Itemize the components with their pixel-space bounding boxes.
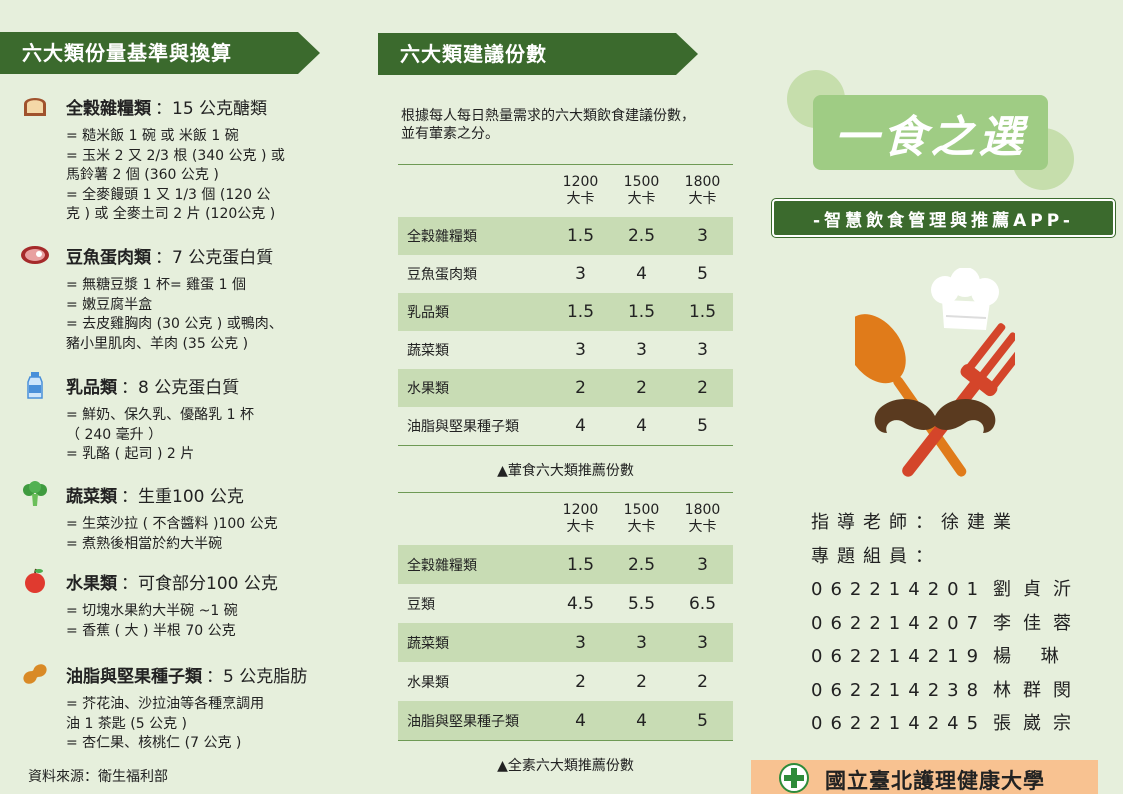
section-banner-portions: 六大類份量基準與換算 bbox=[0, 32, 320, 74]
bread-icon bbox=[20, 93, 50, 119]
category-line: （ 240 毫升 ） bbox=[66, 426, 163, 443]
category-line: = 無糖豆漿 1 杯= 雞蛋 1 個 bbox=[66, 277, 246, 293]
category-dairy: 乳品類 ：8 公克蛋白質 = 鮮奶、保久乳、優酪乳 1 杯 （ 240 毫升 ）… bbox=[20, 372, 360, 465]
section-banner-servings: 六大類建議份數 bbox=[378, 33, 698, 75]
category-line: 豬小里肌肉、羊肉 (35 公克 ) bbox=[66, 335, 249, 352]
intro-line: 並有葷素之分。 bbox=[401, 126, 499, 142]
table-row: 乳品類 1.5 1.5 1.5 bbox=[398, 293, 733, 331]
category-value: ：可食部分100 公克 bbox=[121, 573, 278, 594]
category-value: ：生重100 公克 bbox=[121, 486, 244, 507]
category-line: = 香蕉 ( 大 ) 半根 70 公克 bbox=[66, 622, 236, 639]
member-row: 062214219 楊 琳 bbox=[811, 646, 1071, 667]
steak-icon bbox=[20, 242, 50, 268]
logo-text: 一食之選 bbox=[834, 111, 1027, 163]
table-caption-omnivore: ▲葷食六大類推薦份數 bbox=[497, 463, 634, 479]
table-row: 豆類 4.5 5.5 6.5 bbox=[407, 593, 717, 614]
category-line: = 乳酪 ( 起司 ) 2 片 bbox=[66, 446, 195, 462]
category-value: ：8 公克蛋白質 bbox=[121, 377, 240, 398]
category-line: = 煮熟後相當於約大半碗 bbox=[66, 535, 223, 552]
category-value: ：5 公克脂肪 bbox=[206, 666, 308, 687]
category-line: = 生菜沙拉 ( 不含醬料 )100 公克 bbox=[66, 516, 278, 532]
category-line: 克 ) 或 全麥土司 2 片 (120公克 ) bbox=[66, 206, 276, 222]
category-line: = 糙米飯 1 碗 或 米飯 1 碗 bbox=[66, 128, 239, 144]
category-name: 水果類 bbox=[66, 573, 117, 594]
table-header: 1200 大卡 1500 大卡 1800 大卡 bbox=[398, 165, 733, 217]
category-line: = 嫩豆腐半盒 bbox=[66, 296, 153, 313]
member-row: 062214207 李佳蓉 bbox=[811, 612, 1083, 634]
category-line: 馬鈴薯 2 個 (360 公克 ) bbox=[66, 167, 219, 183]
peanut-icon bbox=[20, 661, 50, 687]
university-emblem-icon bbox=[779, 763, 809, 794]
category-name: 豆魚蛋肉類 bbox=[66, 247, 151, 268]
category-protein: 豆魚蛋肉類 ：7 公克蛋白質 = 無糖豆漿 1 杯= 雞蛋 1 個 = 嫩豆腐半… bbox=[20, 242, 360, 354]
category-line: = 杏仁果、核桃仁 (7 公克 ) bbox=[66, 735, 242, 751]
apple-icon bbox=[20, 568, 50, 594]
chef-mustache-icon bbox=[844, 267, 1030, 487]
credits: 指導老師：徐建業 專題組員： 062214201 劉貞沂 062214207 李佳蓉… bbox=[811, 506, 1083, 741]
category-grains: 全穀雜糧類 ：15 公克醣類 = 糙米飯 1 碗 或 米飯 1 碗 = 玉米 2… bbox=[20, 93, 360, 225]
table-header: 1200 大卡 1500 大卡 1800 大卡 bbox=[398, 493, 733, 545]
milk-bottle-icon bbox=[20, 372, 50, 399]
category-name: 全穀雜糧類 bbox=[66, 98, 151, 119]
app-logo: 一食之選 bbox=[813, 95, 1048, 170]
category-line: = 全麥饅頭 1 又 1/3 個 (120 公 bbox=[66, 186, 271, 203]
table-row: 全穀雜糧類 1.5 2.5 3 bbox=[398, 217, 733, 255]
category-line: = 鮮奶、保久乳、優酪乳 1 杯 bbox=[66, 407, 254, 423]
member-row: 062214245 張崴宗 bbox=[811, 713, 1083, 734]
column-header: 1200 大卡 bbox=[562, 174, 599, 207]
members-label: 專題組員： bbox=[811, 545, 941, 567]
intro-line: 根據每人每日熱量需求的六大類飲食建議份數， bbox=[401, 108, 695, 124]
advisor: 指導老師：徐建業 bbox=[811, 512, 1019, 533]
category-vegetables: 蔬菜類 ：生重100 公克 = 生菜沙拉 ( 不含醬料 )100 公克 = 煮熟… bbox=[20, 481, 360, 554]
table-omnivore: 1200 大卡 1500 大卡 1800 大卡 全穀雜糧類 1.5 2.5 3 豆魚蛋肉類… bbox=[398, 164, 733, 446]
category-value: ：7 公克蛋白質 bbox=[155, 247, 274, 268]
data-source: 資料來源：衛生福利部 bbox=[28, 769, 168, 785]
column-header: 1200 大卡 bbox=[562, 502, 599, 535]
column-header: 1800 大卡 bbox=[684, 502, 721, 535]
category-line: = 芥花油、沙拉油等各種烹調用 bbox=[66, 696, 265, 712]
table-caption-vegan: ▲全素六大類推薦份數 bbox=[497, 758, 634, 774]
intro-text: 根據每人每日熱量需求的六大類飲食建議份數， 並有葷素之分。 bbox=[401, 107, 741, 143]
category-fruit: 水果類 ：可食部分100 公克 = 切塊水果約大半碗 ~1 碗 = 香蕉 ( 大… bbox=[20, 568, 360, 641]
broccoli-icon bbox=[20, 481, 50, 507]
table-row: 全穀雜糧類 1.5 2.5 3 bbox=[398, 545, 733, 584]
category-name: 蔬菜類 bbox=[66, 486, 117, 507]
member-row: 062214238 林群閔 bbox=[811, 679, 1083, 701]
column-header: 1500 大卡 bbox=[623, 502, 660, 535]
category-value: ：15 公克醣類 bbox=[155, 98, 268, 119]
member-row: 062214201 劉貞沂 bbox=[811, 579, 1083, 600]
column-header: 1800 大卡 bbox=[684, 174, 721, 207]
category-line: = 切塊水果約大半碗 ~1 碗 bbox=[66, 603, 238, 619]
category-oils-nuts: 油脂與堅果種子類 ：5 公克脂肪 = 芥花油、沙拉油等各種烹調用 油 1 茶匙 … bbox=[20, 661, 360, 754]
category-line: 油 1 茶匙 (5 公克 ) bbox=[66, 715, 187, 732]
university-name: 國立臺北護理健康大學 bbox=[825, 769, 1045, 793]
category-name: 油脂與堅果種子類 bbox=[66, 666, 202, 687]
category-line: = 玉米 2 又 2/3 根 (340 公克 ) 或 bbox=[66, 147, 285, 164]
column-header: 1500 大卡 bbox=[623, 174, 660, 207]
table-vegan: 1200 大卡 1500 大卡 1800 大卡 全穀雜糧類 1.5 2.5 3 豆類 4.… bbox=[398, 492, 733, 741]
university-bar: 國立臺北護理健康大學 bbox=[751, 760, 1098, 794]
category-name: 乳品類 bbox=[66, 377, 117, 398]
app-subtitle: -智慧飲食管理與推薦APP- bbox=[772, 199, 1115, 237]
category-line: = 去皮雞胸肉 (30 公克 ) 或鴨肉、 bbox=[66, 316, 283, 332]
